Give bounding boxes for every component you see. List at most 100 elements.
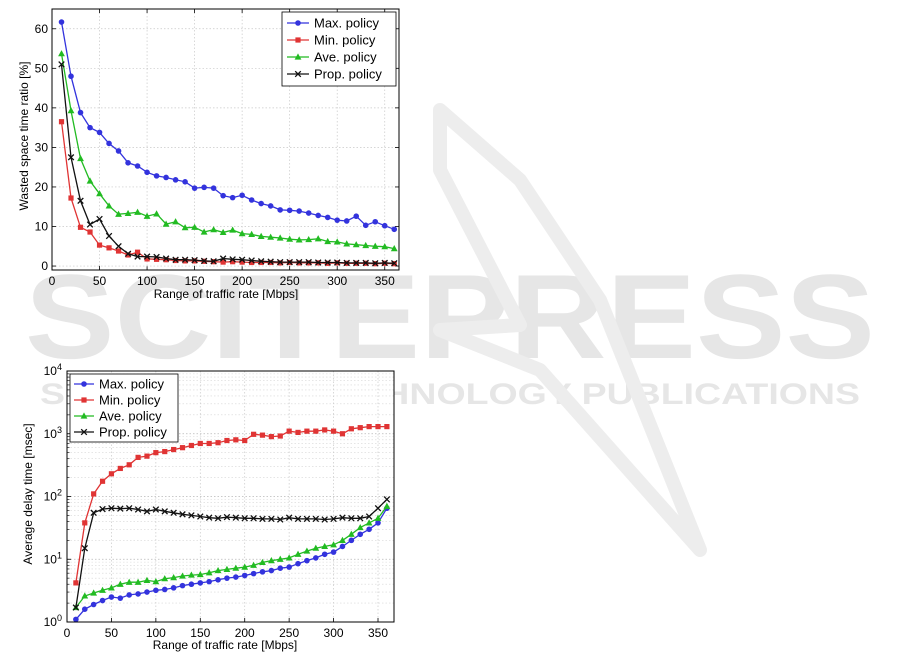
data-point: [223, 513, 231, 521]
data-point: [295, 560, 301, 567]
data-point: [339, 543, 346, 550]
data-point: [365, 513, 373, 520]
data-point: [295, 258, 303, 266]
data-point: [58, 61, 65, 68]
data-point: [219, 255, 227, 262]
data-point: [115, 148, 122, 154]
data-point: [108, 584, 115, 591]
data-point: [362, 241, 370, 249]
data-point: [330, 428, 337, 434]
data-point: [305, 235, 313, 243]
data-point: [96, 215, 103, 223]
data-point: [267, 258, 274, 265]
data-point: [334, 217, 341, 223]
data-point: [135, 454, 141, 460]
y-tick-label: 103: [44, 425, 62, 441]
data-point: [106, 245, 112, 251]
data-point: [267, 557, 275, 564]
data-point: [321, 542, 329, 550]
data-point: [343, 218, 350, 224]
data-point: [276, 234, 284, 241]
data-point: [153, 253, 160, 261]
data-point: [153, 450, 159, 456]
data-point: [161, 508, 169, 515]
y-tick-label: 102: [44, 488, 62, 504]
data-point: [295, 236, 303, 243]
data-point: [197, 580, 204, 586]
data-point: [144, 169, 150, 176]
data-point: [313, 428, 319, 434]
data-point: [210, 185, 217, 191]
plot-frame: [51, 8, 400, 271]
data-point: [73, 616, 79, 623]
data-point: [356, 515, 364, 522]
data-point: [152, 506, 160, 513]
data-point: [108, 504, 115, 512]
legend-marker: [294, 70, 302, 78]
x-tick-label: 50: [105, 626, 119, 640]
data-point: [381, 243, 389, 250]
data-point: [312, 544, 320, 551]
series-group: [73, 424, 390, 586]
data-point: [304, 557, 310, 564]
data-point: [134, 578, 142, 585]
data-point: [90, 509, 97, 517]
data-point: [375, 424, 381, 430]
data-point: [259, 558, 266, 566]
data-point: [250, 561, 258, 568]
chart-xlabel: Range of traffic rate [Mbps]: [154, 287, 299, 300]
data-point: [371, 260, 379, 267]
data-point: [267, 203, 274, 209]
data-point: [268, 434, 274, 440]
data-point: [117, 465, 123, 472]
x-tick-label: 300: [324, 626, 344, 640]
data-point: [285, 554, 293, 561]
data-point: [125, 252, 131, 258]
legend-box: [69, 373, 179, 443]
y-tick-label: 40: [35, 101, 49, 115]
data-point: [315, 212, 321, 219]
data-point: [161, 586, 168, 593]
y-tick-exponent: 1: [57, 550, 62, 560]
data-point: [224, 437, 230, 444]
data-point: [191, 256, 198, 264]
y-tick-exponent: 4: [57, 362, 62, 372]
data-point: [77, 154, 84, 162]
data-point: [238, 230, 246, 237]
data-point: [352, 241, 360, 248]
data-point: [188, 512, 195, 519]
data-point: [125, 578, 133, 585]
data-point: [303, 547, 311, 554]
data-point: [371, 242, 379, 249]
data-point: [191, 223, 199, 230]
data-point: [352, 259, 360, 267]
data-point: [366, 424, 372, 430]
y-tick-label: 100: [44, 613, 62, 629]
data-point: [348, 515, 355, 522]
data-point: [81, 606, 88, 612]
data-point: [257, 232, 265, 239]
series-group: [58, 19, 398, 233]
data-point: [106, 140, 112, 147]
data-point: [153, 173, 160, 179]
data-point: [135, 591, 141, 597]
data-point: [381, 259, 388, 267]
data-point: [257, 258, 265, 265]
data-point: [179, 582, 186, 589]
data-point: [277, 207, 283, 213]
data-point: [333, 259, 341, 266]
data-point: [248, 197, 255, 203]
legend-label: Prop. policy: [314, 67, 382, 82]
data-point: [68, 73, 74, 80]
data-point: [267, 233, 275, 240]
legend: Max. policy Min. policy Ave. policy Prop. p…: [281, 11, 397, 87]
data-point: [144, 453, 150, 459]
data-point: [383, 502, 391, 509]
data-point: [126, 462, 132, 468]
y-tick-exponent: 0: [57, 613, 62, 623]
data-point: [144, 589, 150, 595]
x-tick-label: 200: [232, 274, 252, 288]
data-point: [67, 107, 75, 114]
data-point: [215, 577, 221, 583]
